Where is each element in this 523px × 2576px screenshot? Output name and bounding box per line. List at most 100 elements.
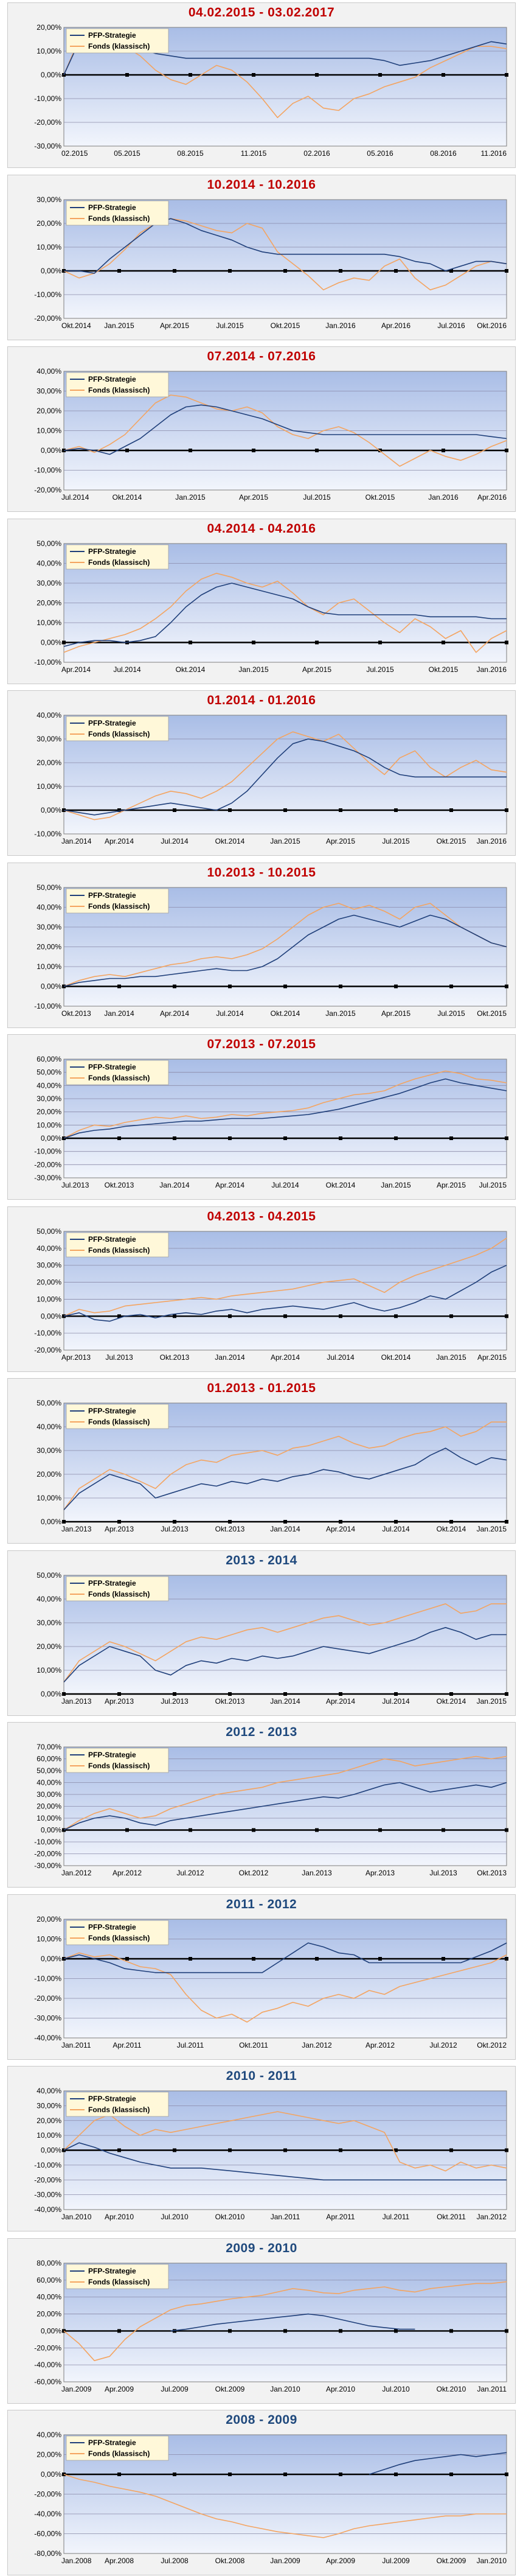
x-tick-label: Jul.2014 xyxy=(216,1009,244,1018)
chart-svg: -20,00% -10,00% 0,00% 10,00% 20,00% 30,00% 40,… xyxy=(34,367,508,502)
legend-label-pfp: PFP-Strategie xyxy=(88,891,136,900)
y-tick-label: 30,00% xyxy=(36,735,61,743)
zero-line-marker xyxy=(117,984,121,988)
y-tick-label: 20,00% xyxy=(36,1802,61,1811)
x-tick-label: Okt.2015 xyxy=(271,321,300,330)
x-tick-label: Jul.2013 xyxy=(429,1869,457,1877)
chart-svg: 0,00% 10,00% 20,00% 30,00% 40,00% 50,00% Jan.2… xyxy=(36,1399,508,1533)
zero-line-marker xyxy=(449,808,453,812)
zero-line-marker xyxy=(315,73,319,77)
x-tick-label: Okt.2016 xyxy=(477,321,507,330)
zero-line-marker xyxy=(252,449,255,452)
zero-line-marker xyxy=(449,2328,453,2333)
zero-line-marker xyxy=(339,1692,342,1696)
y-tick-label: -10,00% xyxy=(34,466,61,475)
chart-panel: 2008 - 2009 -80,00% -60,00% -40,00% -20,00% 0… xyxy=(7,2410,516,2575)
x-tick-label: Jan.2008 xyxy=(61,2557,92,2565)
y-tick-label: -20,00% xyxy=(34,1160,61,1169)
zero-line-marker xyxy=(117,1520,121,1524)
x-tick-label: Okt.2014 xyxy=(215,837,245,845)
legend: PFP-Strategie Fonds (klassisch) xyxy=(66,2435,169,2461)
zero-line-marker xyxy=(228,1136,232,1140)
chart-panel: 04.2014 - 04.2016 -10,00% 0,00% 10,00% 20,00… xyxy=(7,518,516,684)
y-tick-label: 0,00% xyxy=(41,1517,61,1526)
y-tick-label: 20,00% xyxy=(36,407,61,415)
chart-panel: 2009 - 2010 -60,00% -40,00% -20,00% 0,00% 20,… xyxy=(7,2238,516,2404)
series-fonds-klassisch-line xyxy=(63,902,507,987)
zero-line-marker xyxy=(339,984,342,988)
x-tick-label: Okt.2014 xyxy=(61,321,91,330)
x-tick-label: Apr.2014 xyxy=(160,1009,189,1018)
zero-line-marker xyxy=(505,1136,508,1140)
series-pfp-strategie-line xyxy=(63,1942,507,1973)
zero-line-marker xyxy=(283,268,287,273)
y-tick-label: -60,00% xyxy=(34,2378,61,2386)
series-fonds-klassisch-line xyxy=(63,2111,507,2172)
y-tick-label: 0,00% xyxy=(41,2470,61,2479)
zero-line-marker xyxy=(505,1692,508,1696)
legend-label-pfp: PFP-Strategie xyxy=(88,1235,136,1244)
zero-line-marker xyxy=(117,2148,121,2152)
legend-label-fonds: Fonds (klassisch) xyxy=(88,42,150,51)
x-tick-label: Apr.2009 xyxy=(105,2385,134,2393)
chart-title: 2013 - 2014 xyxy=(226,1553,297,1567)
x-tick-label: Apr.2014 xyxy=(215,1181,244,1189)
y-tick-label: 20,00% xyxy=(36,219,61,228)
zero-line-marker xyxy=(125,449,129,452)
legend-box xyxy=(66,1576,169,1601)
zero-line-marker xyxy=(117,1136,121,1140)
legend-box xyxy=(66,1404,169,1429)
x-tick-label: Jan.2009 xyxy=(270,2557,300,2565)
x-tick-label: Apr.2016 xyxy=(381,321,410,330)
series-pfp-strategie-line xyxy=(63,738,507,816)
legend-box xyxy=(66,372,169,397)
y-tick-label: -10,00% xyxy=(34,2161,61,2169)
x-tick-label: 02.2015 xyxy=(61,149,88,158)
y-tick-label: -10,00% xyxy=(34,94,61,103)
x-tick-label: Jan.2015 xyxy=(104,321,134,330)
x-tick-label: Jan.2014 xyxy=(270,1697,300,1706)
x-tick-label: Jan.2014 xyxy=(215,1353,245,1362)
x-tick-label: Okt.2014 xyxy=(381,1353,411,1362)
y-tick-label: 0,00% xyxy=(41,2146,61,2155)
legend-label-fonds: Fonds (klassisch) xyxy=(88,1590,150,1598)
zero-line-marker xyxy=(173,1692,176,1696)
zero-line-marker xyxy=(315,1828,319,1832)
y-tick-label: 10,00% xyxy=(36,243,61,251)
zero-line-marker xyxy=(173,268,176,273)
x-tick-label: Jan.2009 xyxy=(61,2385,92,2393)
series-pfp-strategie-line xyxy=(63,1447,507,1511)
zero-line-marker xyxy=(189,1828,192,1832)
y-tick-label: 0,00% xyxy=(41,1955,61,1963)
zero-line-marker xyxy=(394,2473,398,2476)
zero-line-marker xyxy=(442,449,445,452)
zero-line-marker xyxy=(228,2328,232,2333)
legend-label-fonds: Fonds (klassisch) xyxy=(88,558,150,567)
zero-line-marker xyxy=(173,1520,176,1524)
y-tick-label: 60,00% xyxy=(36,2275,61,2284)
x-tick-label: Jan.2016 xyxy=(325,321,356,330)
y-tick-label: 20,00% xyxy=(36,23,61,32)
zero-line-marker xyxy=(378,1956,382,1961)
y-tick-label: 0,00% xyxy=(41,806,61,814)
zero-line-marker xyxy=(394,984,398,988)
chart-panel: 10.2014 - 10.2016 -20,00% -10,00% 0,00% 10,0… xyxy=(7,174,516,340)
y-tick-label: -30,00% xyxy=(34,1174,61,1182)
x-tick-label: Jan.2012 xyxy=(477,2213,507,2221)
x-tick-label: Jul.2014 xyxy=(327,1353,355,1362)
zero-line-marker xyxy=(62,1692,66,1696)
y-tick-label: 20,00% xyxy=(36,942,61,951)
x-tick-label: Okt.2008 xyxy=(215,2557,245,2565)
legend-box xyxy=(66,1232,169,1257)
chart-svg: -60,00% -40,00% -20,00% 0,00% 20,00% 40,00% 60… xyxy=(34,2259,508,2393)
zero-line-marker xyxy=(228,984,232,988)
x-tick-label: Jan.2015 xyxy=(175,493,206,502)
x-tick-label: Okt.2013 xyxy=(477,1869,507,1877)
y-tick-label: 70,00% xyxy=(36,1743,61,1751)
x-tick-label: Okt.2014 xyxy=(113,493,142,502)
zero-line-marker xyxy=(228,1692,232,1696)
x-tick-label: Apr.2013 xyxy=(105,1525,134,1533)
chart-svg: -40,00% -30,00% -20,00% -10,00% 0,00% 10,00% 2… xyxy=(34,2087,508,2221)
x-tick-label: Okt.2014 xyxy=(437,1525,466,1533)
legend-label-pfp: PFP-Strategie xyxy=(88,1923,136,1931)
